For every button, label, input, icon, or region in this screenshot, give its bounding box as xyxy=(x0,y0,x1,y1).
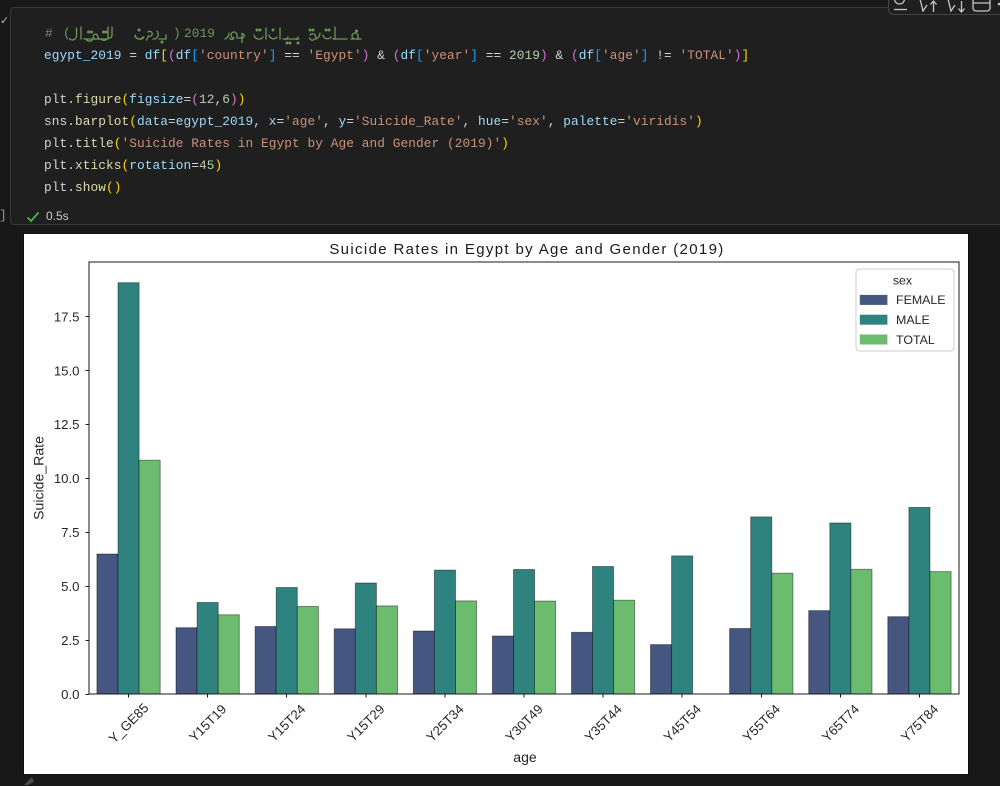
svg-text:Suicide_Rate: Suicide_Rate xyxy=(31,436,47,520)
svg-text:17.5: 17.5 xyxy=(54,309,80,324)
svg-text:0.0: 0.0 xyxy=(61,687,79,702)
svg-text:FEMALE: FEMALE xyxy=(896,293,946,307)
svg-text:sex: sex xyxy=(893,274,913,288)
svg-text:15.0: 15.0 xyxy=(54,363,80,378)
svg-text:7.5: 7.5 xyxy=(61,525,79,540)
svg-text:TOTAL: TOTAL xyxy=(896,333,935,347)
svg-text:MALE: MALE xyxy=(896,313,930,327)
svg-text:5.0: 5.0 xyxy=(61,579,79,594)
svg-text:10.0: 10.0 xyxy=(54,471,80,486)
svg-text:2.5: 2.5 xyxy=(61,633,79,648)
svg-text:Suicide Rates in Egypt by Age: Suicide Rates in Egypt by Age and Gender… xyxy=(329,241,724,258)
svg-text:age: age xyxy=(513,749,537,765)
svg-text:12.5: 12.5 xyxy=(54,417,80,432)
